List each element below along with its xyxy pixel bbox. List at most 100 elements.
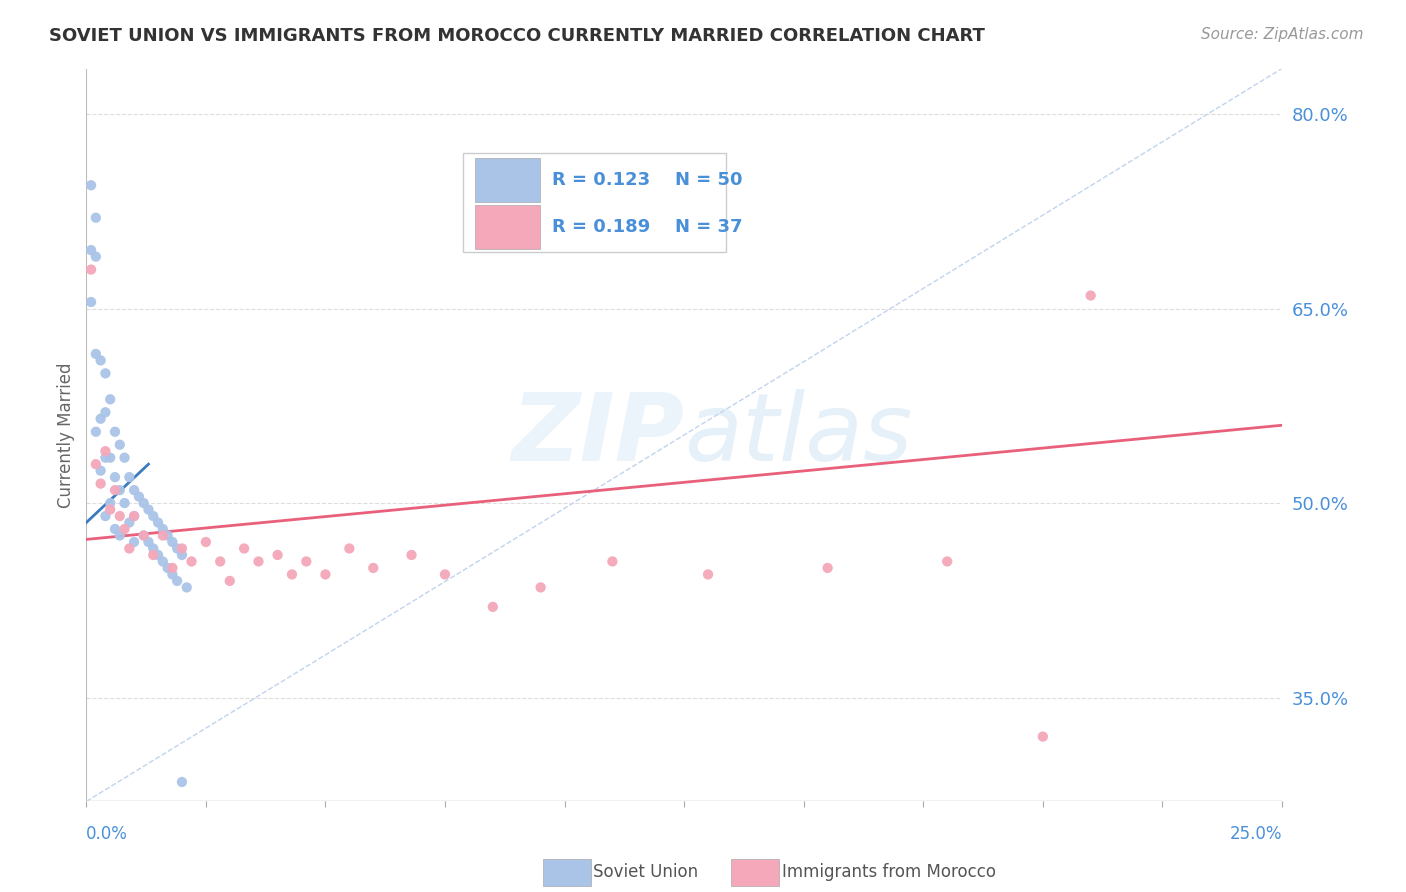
Text: N = 37: N = 37 xyxy=(675,218,742,236)
Text: N = 50: N = 50 xyxy=(675,171,742,189)
Point xyxy=(295,554,318,568)
Point xyxy=(433,567,456,582)
Point xyxy=(114,496,136,510)
Point xyxy=(166,574,188,588)
Point xyxy=(142,541,165,556)
FancyBboxPatch shape xyxy=(475,159,540,202)
Point xyxy=(146,516,169,530)
Point xyxy=(104,425,127,439)
Point xyxy=(266,548,288,562)
Point xyxy=(936,554,959,568)
Point xyxy=(170,541,193,556)
Point xyxy=(132,528,155,542)
Text: 25.0%: 25.0% xyxy=(1229,825,1282,843)
Point xyxy=(401,548,423,562)
Text: atlas: atlas xyxy=(685,390,912,481)
Point xyxy=(108,528,131,542)
Point xyxy=(152,554,174,568)
Point xyxy=(156,561,179,575)
Point xyxy=(108,438,131,452)
Point xyxy=(104,483,127,497)
Text: Immigrants from Morocco: Immigrants from Morocco xyxy=(782,863,995,881)
Point xyxy=(90,464,112,478)
Point xyxy=(114,522,136,536)
Point xyxy=(108,509,131,524)
Point xyxy=(80,178,103,193)
Y-axis label: Currently Married: Currently Married xyxy=(58,362,75,508)
Point xyxy=(247,554,270,568)
Point xyxy=(152,522,174,536)
Point xyxy=(104,470,127,484)
Text: Source: ZipAtlas.com: Source: ZipAtlas.com xyxy=(1201,27,1364,42)
Point xyxy=(80,243,103,257)
Point xyxy=(84,457,107,471)
Point xyxy=(142,548,165,562)
Point xyxy=(118,541,141,556)
Point xyxy=(114,450,136,465)
Point xyxy=(98,496,121,510)
Point xyxy=(209,554,232,568)
Point xyxy=(166,541,188,556)
Point xyxy=(84,211,107,225)
Point xyxy=(132,496,155,510)
Point xyxy=(218,574,240,588)
Point xyxy=(118,470,141,484)
Point xyxy=(84,347,107,361)
Point xyxy=(98,392,121,407)
Point xyxy=(817,561,839,575)
Point xyxy=(132,528,155,542)
Point xyxy=(104,522,127,536)
Text: R = 0.123: R = 0.123 xyxy=(553,171,650,189)
Point xyxy=(98,450,121,465)
Point xyxy=(90,411,112,425)
Point xyxy=(194,535,217,549)
Point xyxy=(233,541,256,556)
Point xyxy=(122,483,145,497)
Point xyxy=(697,567,720,582)
Point xyxy=(156,528,179,542)
Point xyxy=(94,450,117,465)
FancyBboxPatch shape xyxy=(463,153,725,252)
Point xyxy=(162,567,184,582)
Point xyxy=(1080,288,1102,302)
Point xyxy=(152,528,174,542)
Point xyxy=(90,353,112,368)
Point xyxy=(138,535,160,549)
Text: 0.0%: 0.0% xyxy=(86,825,128,843)
Point xyxy=(1032,730,1054,744)
Point xyxy=(170,775,193,789)
Point xyxy=(84,425,107,439)
Point xyxy=(128,490,150,504)
Point xyxy=(122,509,145,524)
Point xyxy=(170,548,193,562)
Point xyxy=(108,483,131,497)
Point xyxy=(162,561,184,575)
Text: ZIP: ZIP xyxy=(512,389,685,481)
Point xyxy=(162,535,184,549)
Text: R = 0.189: R = 0.189 xyxy=(553,218,650,236)
Point xyxy=(122,535,145,549)
Point xyxy=(80,295,103,310)
Point xyxy=(122,509,145,524)
FancyBboxPatch shape xyxy=(475,205,540,249)
Point xyxy=(146,548,169,562)
Point xyxy=(281,567,304,582)
Point xyxy=(142,509,165,524)
Point xyxy=(80,262,103,277)
Point xyxy=(94,444,117,458)
Point xyxy=(176,581,198,595)
Point xyxy=(602,554,624,568)
Point xyxy=(98,502,121,516)
Text: Soviet Union: Soviet Union xyxy=(593,863,699,881)
Point xyxy=(138,502,160,516)
Point xyxy=(118,516,141,530)
Point xyxy=(94,509,117,524)
Point xyxy=(94,405,117,419)
Point xyxy=(94,367,117,381)
Point xyxy=(361,561,384,575)
Point xyxy=(530,581,553,595)
Point xyxy=(180,554,202,568)
Text: SOVIET UNION VS IMMIGRANTS FROM MOROCCO CURRENTLY MARRIED CORRELATION CHART: SOVIET UNION VS IMMIGRANTS FROM MOROCCO … xyxy=(49,27,986,45)
Point xyxy=(337,541,360,556)
Point xyxy=(482,599,505,614)
